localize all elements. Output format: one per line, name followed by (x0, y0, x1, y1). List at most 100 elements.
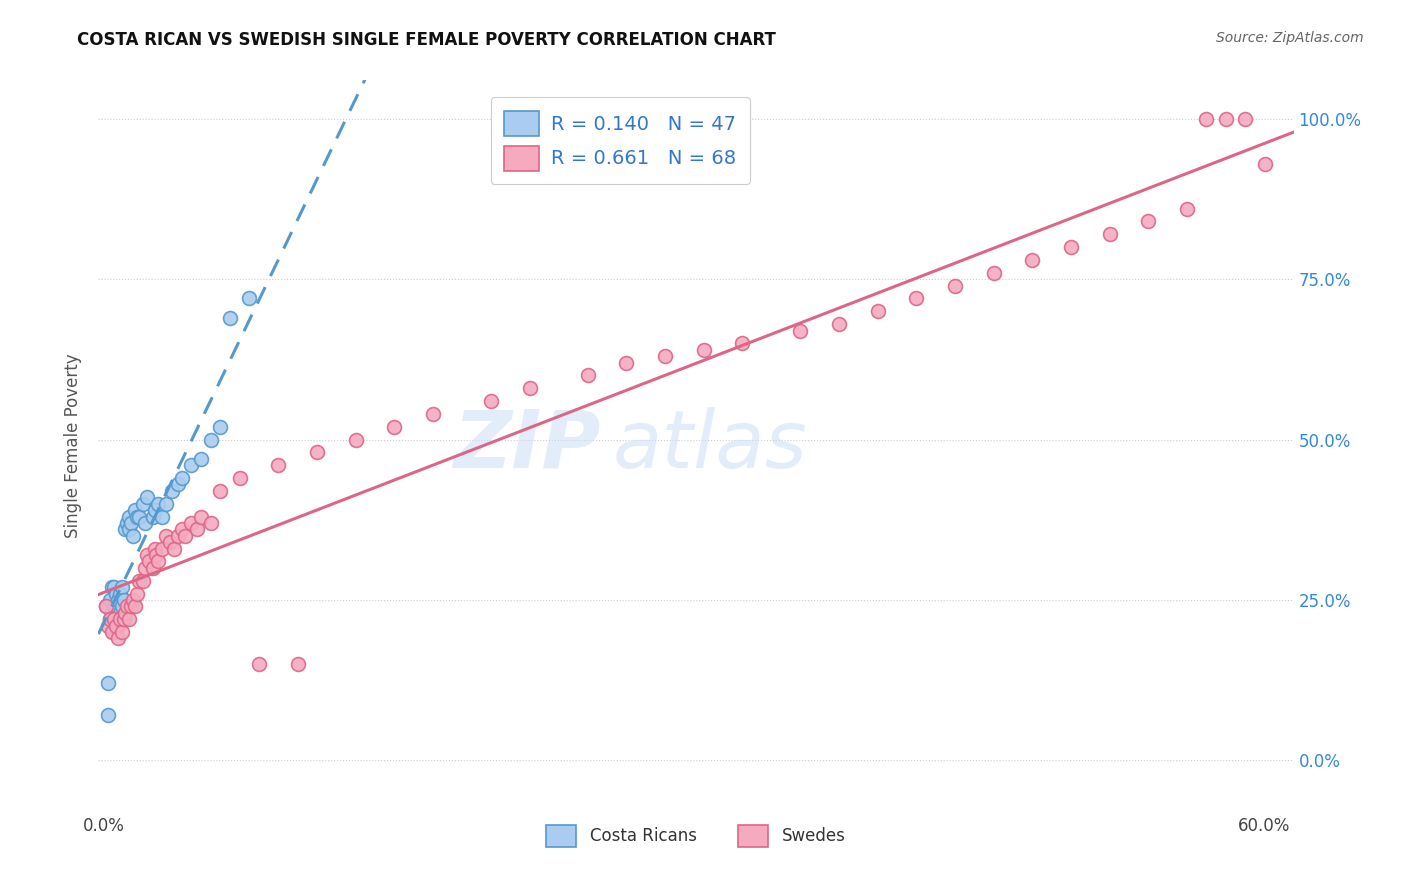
Point (96, 599, 118, 614)
Point (344, 433, 367, 447)
Point (112, 612, 135, 626)
Point (1195, 112, 1218, 126)
Point (247, 657, 270, 672)
Point (98, 612, 121, 626)
Point (132, 497, 155, 511)
Point (159, 535, 181, 549)
Point (114, 523, 136, 537)
Point (170, 471, 193, 485)
Point (104, 612, 127, 626)
Point (155, 497, 177, 511)
Point (108, 606, 131, 620)
Point (122, 593, 145, 607)
Point (190, 509, 212, 524)
Point (118, 523, 141, 537)
Point (107, 632, 129, 646)
Point (103, 599, 125, 614)
Text: COSTA RICAN VS SWEDISH SINGLE FEMALE POVERTY CORRELATION CHART: COSTA RICAN VS SWEDISH SINGLE FEMALE POV… (77, 31, 776, 49)
Point (219, 310, 242, 325)
Point (422, 407, 444, 421)
Point (166, 477, 188, 491)
Point (112, 593, 135, 607)
Text: ZIP: ZIP (453, 407, 600, 485)
Text: atlas: atlas (613, 407, 807, 485)
Point (155, 529, 177, 543)
Point (107, 618, 129, 632)
Legend: Costa Ricans, Swedes: Costa Ricans, Swedes (534, 814, 858, 858)
Point (1021, 252, 1043, 267)
Point (108, 612, 131, 626)
Point (111, 580, 134, 594)
Point (135, 548, 157, 562)
Point (103, 580, 125, 594)
Point (382, 419, 405, 434)
Point (117, 516, 139, 530)
Point (111, 625, 134, 640)
Point (107, 593, 129, 607)
Point (186, 523, 208, 537)
Point (160, 483, 183, 498)
Point (287, 657, 309, 672)
Point (654, 349, 676, 363)
Point (101, 580, 124, 594)
Point (120, 599, 142, 614)
Point (166, 529, 188, 543)
Point (519, 381, 541, 395)
Point (127, 509, 149, 524)
Point (128, 574, 150, 588)
Point (190, 451, 212, 466)
Point (127, 586, 149, 600)
Point (170, 523, 193, 537)
Point (101, 606, 124, 620)
Point (98, 612, 121, 626)
Point (1137, 214, 1160, 228)
Point (1253, 157, 1275, 171)
Point (108, 586, 131, 600)
Point (905, 292, 928, 306)
Point (145, 548, 167, 562)
Point (96, 599, 118, 614)
Point (122, 529, 145, 543)
Point (143, 541, 166, 556)
Point (174, 529, 197, 543)
Point (135, 491, 157, 505)
Point (148, 554, 170, 568)
Point (134, 561, 156, 575)
Point (114, 606, 136, 620)
Point (731, 336, 754, 351)
Point (104, 586, 127, 600)
Point (117, 599, 139, 614)
Point (238, 292, 260, 306)
Point (138, 554, 160, 568)
Text: Source: ZipAtlas.com: Source: ZipAtlas.com (1216, 31, 1364, 45)
Point (104, 599, 127, 614)
Point (614, 355, 637, 369)
Point (200, 433, 222, 447)
Point (132, 574, 155, 588)
Point (101, 625, 124, 640)
Point (267, 458, 290, 473)
Point (97, 676, 120, 690)
Point (118, 612, 141, 626)
Point (200, 516, 222, 530)
Point (128, 509, 150, 524)
Point (209, 483, 232, 498)
Point (134, 516, 156, 530)
Point (479, 394, 502, 409)
Point (97, 618, 120, 632)
Point (576, 368, 599, 383)
Point (103, 625, 125, 640)
Point (142, 509, 165, 524)
Point (1098, 227, 1121, 242)
Point (124, 599, 146, 614)
Point (111, 599, 134, 614)
Point (163, 541, 186, 556)
Point (124, 503, 146, 517)
Point (180, 458, 202, 473)
Point (180, 516, 202, 530)
Point (103, 612, 125, 626)
Point (789, 324, 811, 338)
Point (1060, 240, 1083, 254)
Y-axis label: Single Female Poverty: Single Female Poverty (65, 354, 83, 538)
Point (112, 612, 135, 626)
